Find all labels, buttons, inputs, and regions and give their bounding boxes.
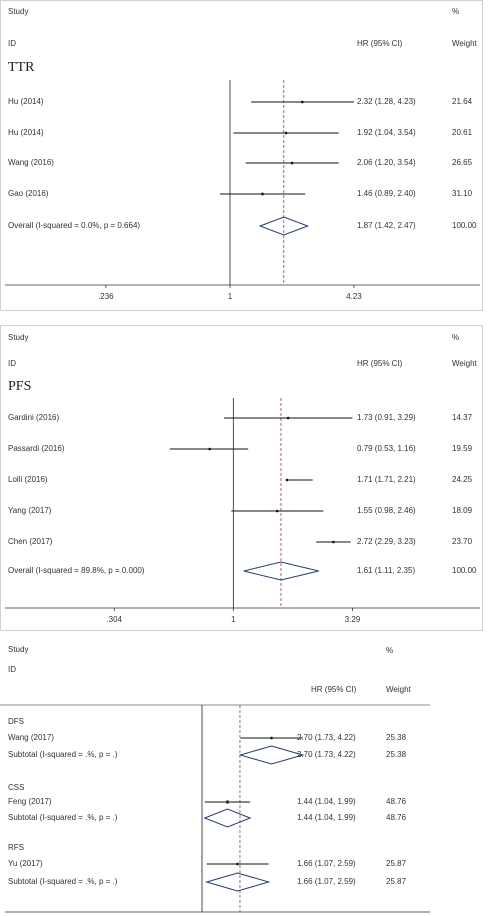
header-effect: HR (95% CI) <box>357 359 403 368</box>
effect-label: 1.66 (1.07, 2.59) <box>297 859 356 868</box>
weight-label: 20.61 <box>452 128 473 137</box>
header-study: Study <box>8 7 28 16</box>
x-tick-label: 3.29 <box>345 615 361 624</box>
summary-diamond <box>243 561 319 581</box>
study-label: Passardi (2016) <box>8 444 65 453</box>
header-study: Study <box>8 645 28 654</box>
subtotal-label: Subtotal (I-squared = .%, p = .) <box>8 813 118 822</box>
point-estimate <box>236 862 239 866</box>
study-label: Yu (2017) <box>8 859 43 868</box>
effect-label: 1.92 (1.04, 3.54) <box>357 128 416 137</box>
header-percent: % <box>452 333 459 342</box>
header-weight: Weight <box>386 685 412 694</box>
header-id: ID <box>8 39 16 48</box>
weight-label: 48.76 <box>386 797 407 806</box>
group-label: RFS <box>8 843 24 852</box>
header-percent: % <box>452 7 459 16</box>
effect-label: 1.87 (1.42, 2.47) <box>357 221 416 230</box>
effect-label: 1.71 (1.71, 2.21) <box>357 475 416 484</box>
study-label: Yang (2017) <box>8 506 52 515</box>
study-label: Feng (2017) <box>8 797 52 806</box>
weight-label: 26.65 <box>452 158 473 167</box>
effect-label: 2.70 (1.73, 4.22) <box>297 733 356 742</box>
weight-label: 21.64 <box>452 97 473 106</box>
point-estimate <box>290 161 294 165</box>
effect-label: 2.70 (1.73, 4.22) <box>297 750 356 759</box>
summary-diamond <box>204 872 271 892</box>
header-study: Study <box>8 333 28 342</box>
header-percent: % <box>386 646 393 655</box>
header-weight: Weight <box>452 39 478 48</box>
weight-label: 18.09 <box>452 506 473 515</box>
header-effect: HR (95% CI) <box>357 39 403 48</box>
weight-label: 100.00 <box>452 221 477 230</box>
point-estimate <box>208 447 212 451</box>
point-estimate <box>285 478 289 482</box>
weight-label: 25.87 <box>386 877 407 886</box>
panel-frame <box>0 325 483 631</box>
study-label: Hu (2014) <box>8 97 44 106</box>
point-estimate <box>332 540 335 544</box>
point-estimate <box>270 736 273 740</box>
x-tick-label: 1 <box>228 292 233 301</box>
point-estimate <box>284 131 288 135</box>
subtotal-label: Overall (I-squared = 89.8%, p = 0.000) <box>8 566 145 575</box>
x-tick-label: .236 <box>98 292 114 301</box>
effect-label: 1.44 (1.04, 1.99) <box>297 813 356 822</box>
point-estimate <box>275 509 279 513</box>
effect-label: 1.66 (1.07, 2.59) <box>297 877 356 886</box>
point-estimate <box>261 192 264 196</box>
weight-label: 25.87 <box>386 859 407 868</box>
weight-label: 100.00 <box>452 566 477 575</box>
study-label: Gao (2016) <box>8 189 49 198</box>
point-estimate <box>286 416 290 420</box>
effect-label: 2.06 (1.20, 3.54) <box>357 158 416 167</box>
summary-diamond <box>203 808 252 828</box>
effect-label: 1.55 (0.98, 2.46) <box>357 506 416 515</box>
header-id: ID <box>8 359 16 368</box>
weight-label: 31.10 <box>452 189 473 198</box>
study-label: Gardini (2016) <box>8 413 59 422</box>
weight-label: 19.59 <box>452 444 473 453</box>
study-label: Wang (2016) <box>8 158 54 167</box>
subtotal-label: Overall (I-squared = 0.0%, p = 0.664) <box>8 221 140 230</box>
panel-frame <box>0 0 483 311</box>
summary-diamond <box>258 216 310 236</box>
weight-label: 25.38 <box>386 733 407 742</box>
weight-label: 25.38 <box>386 750 407 759</box>
header-weight: Weight <box>452 359 478 368</box>
group-label: PFS <box>8 379 31 394</box>
point-estimate <box>301 100 304 104</box>
subtotal-label: Subtotal (I-squared = .%, p = .) <box>8 877 118 886</box>
subtotal-label: Subtotal (I-squared = .%, p = .) <box>8 750 118 759</box>
study-label: Lolli (2016) <box>8 475 48 484</box>
effect-label: 1.46 (0.89, 2.40) <box>357 189 416 198</box>
effect-label: 1.44 (1.04, 1.99) <box>297 797 356 806</box>
summary-diamond <box>238 745 305 765</box>
weight-label: 23.70 <box>452 537 473 546</box>
study-label: Wang (2017) <box>8 733 54 742</box>
effect-label: 2.72 (2.29, 3.23) <box>357 537 416 546</box>
point-estimate <box>226 800 229 804</box>
effect-label: 0.79 (0.53, 1.16) <box>357 444 416 453</box>
effect-label: 1.61 (1.11, 2.35) <box>357 566 415 575</box>
group-label: CSS <box>8 783 24 792</box>
effect-label: 2.32 (1.28, 4.23) <box>357 97 416 106</box>
weight-label: 14.37 <box>452 413 473 422</box>
group-label: TTR <box>8 60 35 75</box>
effect-label: 1.73 (0.91, 3.29) <box>357 413 416 422</box>
study-label: Chen (2017) <box>8 537 53 546</box>
weight-label: 48.76 <box>386 813 407 822</box>
header-id: ID <box>8 665 16 674</box>
x-tick-label: 4.23 <box>346 292 362 301</box>
header-effect: HR (95% CI) <box>311 685 357 694</box>
study-label: Hu (2014) <box>8 128 44 137</box>
x-tick-label: .304 <box>106 615 122 624</box>
group-label: DFS <box>8 717 24 726</box>
x-tick-label: 1 <box>231 615 236 624</box>
weight-label: 24.25 <box>452 475 473 484</box>
